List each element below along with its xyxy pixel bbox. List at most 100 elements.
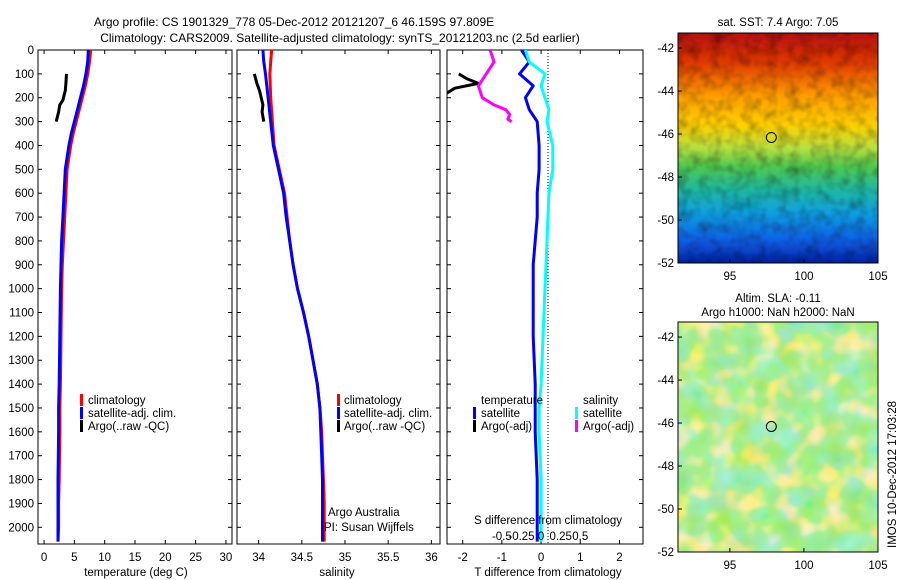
y-tick-label: 1900 [8, 498, 34, 510]
x-tick-label: 36 [425, 552, 438, 564]
difference-series [447, 50, 555, 542]
series-line-satellite-adj-clim- [56, 50, 90, 542]
legend-swatch-argo [337, 420, 340, 432]
x-tick-label: 35.5 [377, 552, 399, 564]
title-line-2: Climatology: CARS2009. Satellite-adjuste… [100, 31, 580, 45]
title-line-1: Argo profile: CS 1901329_778 05-Dec-2012… [94, 15, 494, 29]
y-tick-label: 2000 [8, 522, 34, 534]
y-tick-label: 1800 [8, 475, 34, 487]
difference-top-label: S difference from climatology [474, 515, 622, 527]
map-y-tick-label: -50 [657, 215, 674, 227]
x-tick-label: 10 [98, 552, 111, 564]
series-line-satellite-adj-clim- [261, 50, 324, 542]
map-y-tick-label: -48 [657, 172, 674, 184]
x2-tick-label: -0.25 [508, 531, 534, 543]
legend-title-temperature: temperature [481, 395, 543, 407]
legend-label-sal-satellite: satellite [583, 408, 622, 420]
salinity-axis-ticks: 34 34.5 35 35.5 36 [252, 50, 438, 564]
legend-label-argo: Argo(..raw -QC) [88, 421, 169, 433]
map-x-tick-label: 105 [868, 271, 887, 283]
x2-tick-label: 0.25 [549, 531, 571, 543]
imos-timestamp: IMOS 10-Dec-2012 17:03:28 [887, 401, 899, 548]
y-tick-label: 900 [15, 260, 34, 272]
argo-location-marker [765, 420, 777, 432]
annotation-pi: PI: Susan Wijffels [324, 522, 414, 534]
legend-swatch-satellite [337, 407, 340, 419]
legend-swatch-temp-satellite [473, 407, 476, 419]
salinity-panel: 34 34.5 35 35.5 36 salinity climatology sate… [236, 49, 441, 579]
temperature-series [54, 50, 93, 542]
y-tick-label: 300 [15, 117, 34, 129]
salinity-xlabel: salinity [319, 567, 354, 579]
y-tick-label: 1600 [8, 427, 34, 439]
y-tick-label: 1400 [8, 379, 34, 391]
legend-label-temp-argo: Argo(-adj) [481, 421, 532, 433]
y-tick-label: 1200 [8, 331, 34, 343]
x-tick-label: -1 [497, 552, 507, 564]
argo-location-marker [765, 131, 777, 143]
map-y-tick-label: -52 [657, 258, 674, 270]
x-tick-label: 5 [71, 552, 77, 564]
legend-swatch-temp-argo [473, 420, 476, 432]
temperature-panel: 0100200300400500600700800900100011001200… [8, 45, 233, 579]
y-tick-label: 1700 [8, 451, 34, 463]
sst-map-frame [677, 32, 879, 264]
x-tick-label: 0 [41, 552, 47, 564]
salinity-difference-ticks: -0.5-0.25 0 0.25 0.5 [492, 531, 588, 543]
y-tick-label: 1500 [8, 403, 34, 415]
y-tick-label: 100 [15, 69, 34, 81]
map-y-tick-label: -42 [657, 43, 674, 55]
legend-swatch-climatology [337, 394, 340, 406]
y-tick-label: 700 [15, 212, 34, 224]
map-y-tick-label: -50 [657, 504, 674, 516]
sst-map-ticks: 95 100 105 -42 -44 -46 -48 -50 -52 [657, 43, 887, 283]
difference-xlabel: T difference from climatology [474, 567, 621, 579]
salinity-depth-ticks [237, 49, 440, 528]
legend-label-argo: Argo(..raw -QC) [344, 421, 425, 433]
series-line-temperature-satellite [518, 50, 541, 542]
salinity-series [252, 50, 326, 542]
x-tick-label: -2 [458, 552, 468, 564]
x-tick-label: 20 [159, 552, 172, 564]
legend-label-satellite: satellite-adj. clim. [344, 408, 432, 420]
map-x-tick-label: 100 [794, 271, 813, 283]
salinity-axes [236, 49, 441, 545]
y-tick-label: 500 [15, 164, 34, 176]
series-line-argo-raw-qc- [54, 73, 68, 122]
legend-swatch-satellite [80, 407, 83, 419]
sla-map-title: Altim. SLA: -0.11 [735, 293, 820, 305]
legend-label-sal-argo: Argo(-adj) [583, 421, 634, 433]
depth-axis-ticks: 0 100 200 300 400 500 600 700 800 900 1000 1100 1200… [8, 45, 232, 534]
map-y-tick-label: -52 [657, 547, 674, 559]
temperature-legend: climatology satellite-adj. clim. Argo(..… [80, 394, 176, 433]
sla-map-subtitle: Argo h1000: NaN h2000: NaN [701, 307, 854, 319]
x-tick-label: 34.5 [291, 552, 313, 564]
salinity-legend: climatology satellite-adj. clim. Argo(..… [337, 394, 432, 433]
y-tick-label: 400 [15, 140, 34, 152]
legend-swatch-sal-satellite [575, 407, 578, 419]
map-y-tick-label: -46 [657, 129, 674, 141]
difference-depth-ticks [447, 49, 643, 528]
temperature-xlabel: temperature (deg C) [84, 567, 188, 579]
y-tick-label: 0 [28, 45, 34, 57]
legend-label-climatology: climatology [88, 395, 146, 407]
sst-map-panel: sat. SST: 7.4 Argo: 7.05 95 100 105 -42 -44 -… [657, 17, 887, 283]
x2-tick-label: -0.5 [492, 531, 512, 543]
legend-label-satellite: satellite-adj. clim. [88, 408, 176, 420]
legend-swatch-climatology [80, 394, 83, 406]
x-tick-label: 30 [220, 552, 233, 564]
difference-legend: temperature salinity satellite Argo(-adj… [473, 395, 634, 433]
legend-title-salinity: salinity [583, 395, 618, 407]
legend-swatch-argo [80, 420, 83, 432]
sla-map-frame [677, 321, 879, 553]
sla-map-ticks: 95 100 105 -42 -44 -46 -48 -50 -52 [657, 332, 887, 572]
x-tick-label: 0 [538, 552, 544, 564]
temperature-axis-ticks: 0 5 10 15 20 25 30 [41, 50, 232, 564]
difference-panel: -2 -1 0 1 2 S difference from climatology -0… [446, 49, 644, 579]
map-y-tick-label: -48 [657, 461, 674, 473]
map-x-tick-label: 100 [794, 560, 813, 572]
x-tick-label: 2 [616, 552, 622, 564]
map-x-tick-label: 95 [723, 560, 736, 572]
temperature-axes [37, 49, 233, 545]
